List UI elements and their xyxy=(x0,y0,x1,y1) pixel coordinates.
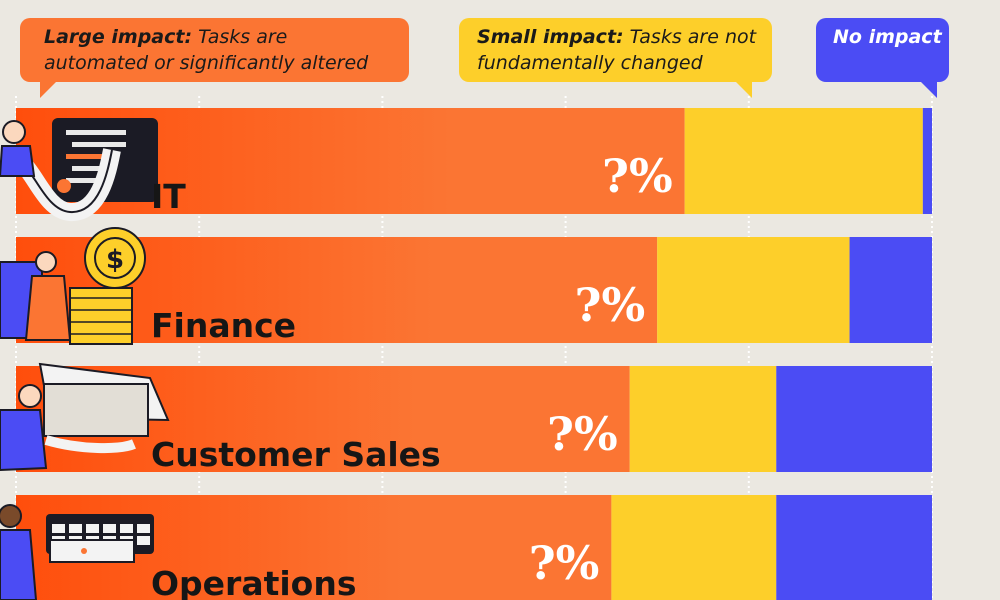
it-worker-illustration xyxy=(0,118,158,221)
operations-worker-illustration xyxy=(0,504,154,600)
legend-none-tail xyxy=(919,80,937,98)
sales-worker-illustration xyxy=(0,362,170,472)
legend-no-impact: No impact xyxy=(816,18,949,98)
legend-large-impact: Large impact: Tasks are automated or sig… xyxy=(20,18,409,98)
pct-label-1: ?% xyxy=(575,278,646,332)
bar-none-1 xyxy=(849,237,932,343)
svg-text:$: $ xyxy=(106,245,124,275)
legend-large-line2: automated or significantly altered xyxy=(44,52,369,74)
legend-small-impact: Small impact: Tasks are not fundamentall… xyxy=(459,18,772,98)
bar-none-2 xyxy=(776,366,932,472)
legend-large-line1: Tasks are xyxy=(198,26,288,48)
legend-small-bold: Small impact: xyxy=(477,26,624,48)
bar-none-0 xyxy=(922,108,932,214)
category-label-0: IT xyxy=(151,177,186,216)
legend-small-line2: fundamentally changed xyxy=(477,52,703,74)
category-label-2: Customer Sales xyxy=(151,435,441,474)
category-label-3: Operations xyxy=(151,564,357,600)
legend-large-tail xyxy=(40,80,58,98)
bar-small-1 xyxy=(657,237,850,343)
labels-group: ?% IT?% Finance?% Customer Sales?% Operation… xyxy=(151,149,673,600)
legend-none-bold: No impact xyxy=(833,26,942,48)
finance-worker-illustration: $ xyxy=(0,227,146,345)
legend-large-bold: Large impact: xyxy=(44,26,193,48)
bar-small-0 xyxy=(684,108,923,214)
bar-none-3 xyxy=(776,495,932,600)
pct-label-0: ?% xyxy=(602,149,673,203)
legend-small-tail xyxy=(734,80,752,98)
pct-label-2: ?% xyxy=(547,407,618,461)
bar-small-3 xyxy=(611,495,777,600)
illustrations-group: $ xyxy=(0,118,170,600)
pct-label-3: ?% xyxy=(529,536,600,590)
bar-small-2 xyxy=(629,366,777,472)
category-label-1: Finance xyxy=(151,306,296,345)
legend-small-line1: Tasks are not xyxy=(629,26,757,48)
